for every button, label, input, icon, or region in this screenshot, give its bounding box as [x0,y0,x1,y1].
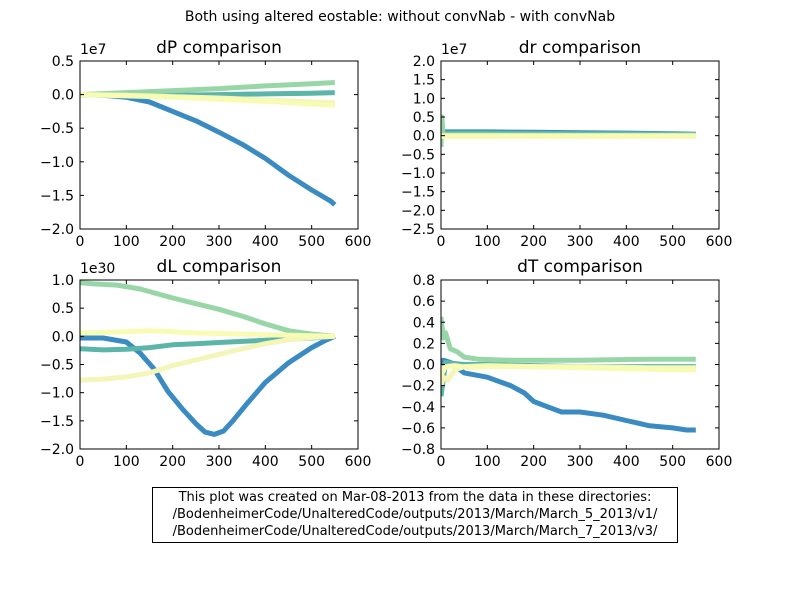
dp-x-tick-label: 200 [159,234,186,250]
dt-y-tick-label: −0.8 [401,442,435,458]
dr-y-tick-label: 0.0 [413,129,435,145]
dp-y-tick-label: −2.0 [40,222,74,238]
dr-x-tick-label: 0 [437,234,446,250]
dr-chart: 0 100 200 300 400 500 600 −2.5 −2.0 −1.5 −1.0 −0.5 0… [401,38,732,250]
dt-chart-title: dT comparison [517,257,643,277]
dr-x-tick-label: 200 [520,234,547,250]
dr-axes-frame [440,60,720,230]
dl-x-tick-label: 200 [159,454,186,470]
dt-chart: 0 100 200 300 400 500 600 −0.8 −0.6 −0.4 −0.2 0.0 0.… [401,257,732,470]
dl-series-line [80,334,336,437]
dl-series-line [80,280,336,339]
figure-suptitle: Both using altered eostable: without con… [184,9,616,25]
dt-y-tick-label: 0.0 [413,358,435,374]
footnote-line: This plot was created on Mar-08-2013 fro… [178,490,652,505]
dl-chart: 0 100 200 300 400 500 600 −2.0 −1.5 −1.0 −0.5 0.0 0.… [40,257,371,470]
dr-y-tick-label: −2.5 [401,222,435,238]
dp-x-tick-label: 100 [113,234,140,250]
dl-x-tick-label: 300 [206,454,233,470]
dt-x-tick-label: 500 [659,454,686,470]
footnote-box: This plot was created on Mar-08-2013 fro… [152,487,678,543]
dt-y-tick-label: 0.6 [413,294,435,310]
footnote-line: /BodenheimerCode/UnalteredCode/outputs/2… [172,524,658,539]
dl-offset-text: 1e30 [80,261,115,277]
dp-series-line [80,92,337,207]
dt-x-tick-label: 300 [567,454,594,470]
dt-x-tick-label: 100 [474,454,501,470]
dp-y-tick-label: −0.5 [40,121,74,137]
dr-y-tick-label: −1.0 [401,166,435,182]
dr-x-tick-label: 100 [474,234,501,250]
dl-x-tick-label: 100 [113,454,140,470]
dt-y-tick-label: −0.4 [401,400,435,416]
dr-chart-title: dr comparison [519,38,641,58]
dp-chart: 0 100 200 300 400 500 600 −2.0 −1.5 −1.0 −0.5 0.0 0.… [40,38,371,250]
dp-x-tick-label: 500 [298,234,325,250]
dl-y-tick-label: −0.5 [40,358,74,374]
dl-y-tick-label: 0.5 [52,301,74,317]
dt-x-tick-label: 0 [437,454,446,470]
dr-y-tick-label: −0.5 [401,147,435,163]
dt-y-tick-label: 0.8 [413,273,435,289]
dp-y-tick-label: 0.5 [52,54,74,70]
dl-y-tick-label: 1.0 [52,273,74,289]
dl-x-tick-label: 400 [252,454,279,470]
footnote-line: /BodenheimerCode/UnalteredCode/outputs/2… [172,507,658,522]
dp-offset-text: 1e7 [80,42,106,58]
dp-x-tick-label: 300 [206,234,233,250]
dr-y-tick-label: −2.0 [401,203,435,219]
dt-series-line [441,363,696,377]
dt-y-tick-label: 0.2 [413,336,435,352]
dr-y-tick-label: 1.5 [413,73,435,89]
dp-series-line [80,92,335,108]
dp-y-tick-label: −1.0 [40,155,74,171]
dt-series-line [441,316,696,363]
dp-y-tick-label: 0.0 [52,88,74,104]
dp-series-line [80,80,335,98]
dr-y-tick-label: −1.5 [401,185,435,201]
dl-y-tick-label: −2.0 [40,442,74,458]
dt-x-tick-label: 400 [613,454,640,470]
dp-x-tick-label: 400 [252,234,279,250]
dr-y-tick-label: 2.0 [413,54,435,70]
dr-y-tick-label: 1.0 [413,91,435,107]
dr-offset-text: 1e7 [441,42,467,58]
dl-axes-frame [79,279,359,450]
dl-x-tick-label: 0 [76,454,85,470]
dl-x-tick-label: 600 [345,454,372,470]
dt-y-tick-label: 0.4 [413,315,435,331]
dp-y-tick-label: −1.5 [40,188,74,204]
dp-x-tick-label: 600 [345,234,372,250]
dl-series-line [80,333,335,383]
dt-x-tick-label: 200 [520,454,547,470]
dl-y-tick-label: −1.5 [40,414,74,430]
dr-x-tick-label: 300 [567,234,594,250]
dt-y-tick-label: −0.2 [401,379,435,395]
dl-y-tick-label: −1.0 [40,386,74,402]
dr-y-tick-label: 0.5 [413,110,435,126]
dl-y-tick-label: 0.0 [52,329,74,345]
dl-series-line [80,328,335,339]
dp-chart-title: dP comparison [156,38,282,58]
dr-x-tick-label: 600 [706,234,733,250]
dt-y-tick-label: −0.6 [401,421,435,437]
dr-x-tick-label: 400 [613,234,640,250]
dr-x-tick-label: 500 [659,234,686,250]
dt-x-tick-label: 600 [706,454,733,470]
dl-x-tick-label: 500 [298,454,325,470]
dl-chart-title: dL comparison [157,257,282,277]
dp-x-tick-label: 0 [76,234,85,250]
